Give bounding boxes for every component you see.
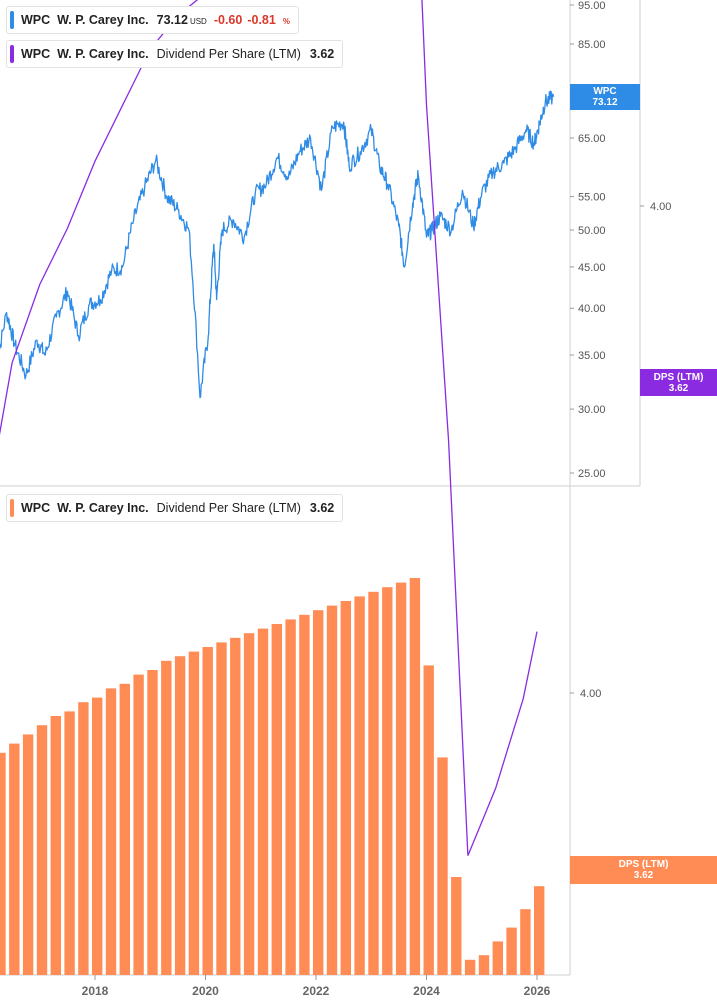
time-axis-tick-label: 2020 (192, 984, 219, 998)
price-axis-tick-label: 25.00 (578, 468, 606, 480)
dps-bar (64, 711, 75, 975)
dps-bar (478, 955, 490, 975)
dps-bar (423, 665, 434, 975)
dps-top-badge: DPS (LTM) 3.62 (640, 369, 717, 396)
dps-bar (368, 591, 379, 975)
legend-company: W. P. Carey Inc. (57, 13, 149, 27)
dps-bar (119, 683, 130, 975)
dps-bar (9, 743, 20, 975)
dps-bar (147, 670, 158, 975)
dps-legend-bottom-swatch (10, 499, 14, 517)
dps-bar (451, 877, 462, 975)
dps-bar (313, 610, 324, 975)
legend-company: W. P. Carey Inc. (57, 47, 149, 61)
legend-ticker: WPC (21, 13, 51, 27)
time-axis-tick-label: 2018 (82, 984, 109, 998)
dps-bar (92, 697, 103, 975)
price-line (0, 90, 555, 399)
dps-bar-series (0, 578, 545, 975)
legend-currency: USD (189, 17, 207, 26)
dps-bar (340, 601, 351, 975)
price-axis-tick-label: 95.00 (578, 0, 606, 12)
dps-bar (216, 642, 227, 975)
dps-bar (78, 702, 89, 975)
legend-change: -0.60 (213, 13, 243, 27)
price-badge: WPC 73.12 (570, 84, 640, 110)
dps-bar (230, 637, 241, 975)
dps-bar (395, 582, 407, 975)
dps-bar (174, 656, 186, 975)
dps-bar (326, 605, 338, 975)
dps-bar (188, 651, 200, 975)
dps-line (0, 0, 538, 856)
dps-bar (534, 886, 545, 975)
dps-bar (257, 628, 269, 975)
dps-bar (354, 596, 365, 975)
dps-bar (243, 633, 255, 975)
price-legend-swatch (10, 11, 14, 29)
dps-bar (202, 647, 213, 975)
price-axis-tick-label: 85.00 (578, 39, 606, 51)
dps-bar (464, 959, 476, 975)
dps-bar (492, 941, 503, 975)
legend-ticker: WPC (21, 501, 51, 515)
price-axis-tick-label: 40.00 (578, 303, 606, 315)
dps-bar (22, 734, 34, 975)
legend-change-pct: -0.81% (247, 13, 290, 27)
legend-value: 3.62 (309, 47, 335, 61)
legend-ticker: WPC (21, 47, 51, 61)
legend-value: 3.62 (309, 501, 335, 515)
legend-company: W. P. Carey Inc. (57, 501, 149, 515)
dps-bar (271, 624, 282, 975)
dps-legend-top-swatch (10, 45, 14, 63)
dps-legend-bottom[interactable]: WPC W. P. Carey Inc. Dividend Per Share … (6, 494, 344, 522)
dps-bar (105, 688, 117, 975)
legend-metric: Dividend Per Share (LTM) (156, 47, 301, 61)
time-axis-tick-label: 2026 (524, 984, 551, 998)
price-axis-tick-label: 45.00 (578, 262, 606, 274)
dps-legend-top[interactable]: WPC W. P. Carey Inc. Dividend Per Share … (6, 40, 344, 68)
dps-bar (506, 927, 517, 975)
time-axis-tick-label: 2024 (413, 984, 440, 998)
dps-bar (0, 752, 6, 975)
legend-price: 73.12 USD (156, 13, 207, 27)
dps-bar (409, 578, 421, 975)
price-axis-tick-label: 30.00 (578, 404, 606, 416)
dps-bar (36, 725, 48, 975)
price-axis-tick-label: 65.00 (578, 133, 606, 145)
dps-axis-tick-label: 4.00 (650, 201, 671, 213)
price-legend[interactable]: WPC W. P. Carey Inc. 73.12 USD -0.60 -0.8… (6, 6, 299, 34)
dps-bar (437, 757, 448, 975)
price-axis-tick-label: 50.00 (578, 225, 606, 237)
price-axis-tick-label: 55.00 (578, 192, 606, 204)
dps-bottom-badge: DPS (LTM) 3.62 (570, 856, 717, 884)
dps-bar (50, 716, 61, 975)
dps-bar (133, 674, 144, 975)
dps-bar (520, 909, 531, 975)
price-axis-tick-label: 35.00 (578, 350, 606, 362)
dps-bar (382, 587, 393, 975)
time-axis-tick-label: 2022 (303, 984, 330, 998)
dps-bar (299, 614, 310, 975)
dps-bar (285, 619, 296, 975)
legend-metric: Dividend Per Share (LTM) (156, 501, 301, 515)
dps-bottom-axis-tick-label: 4.00 (580, 688, 601, 700)
dps-bar (161, 660, 172, 975)
